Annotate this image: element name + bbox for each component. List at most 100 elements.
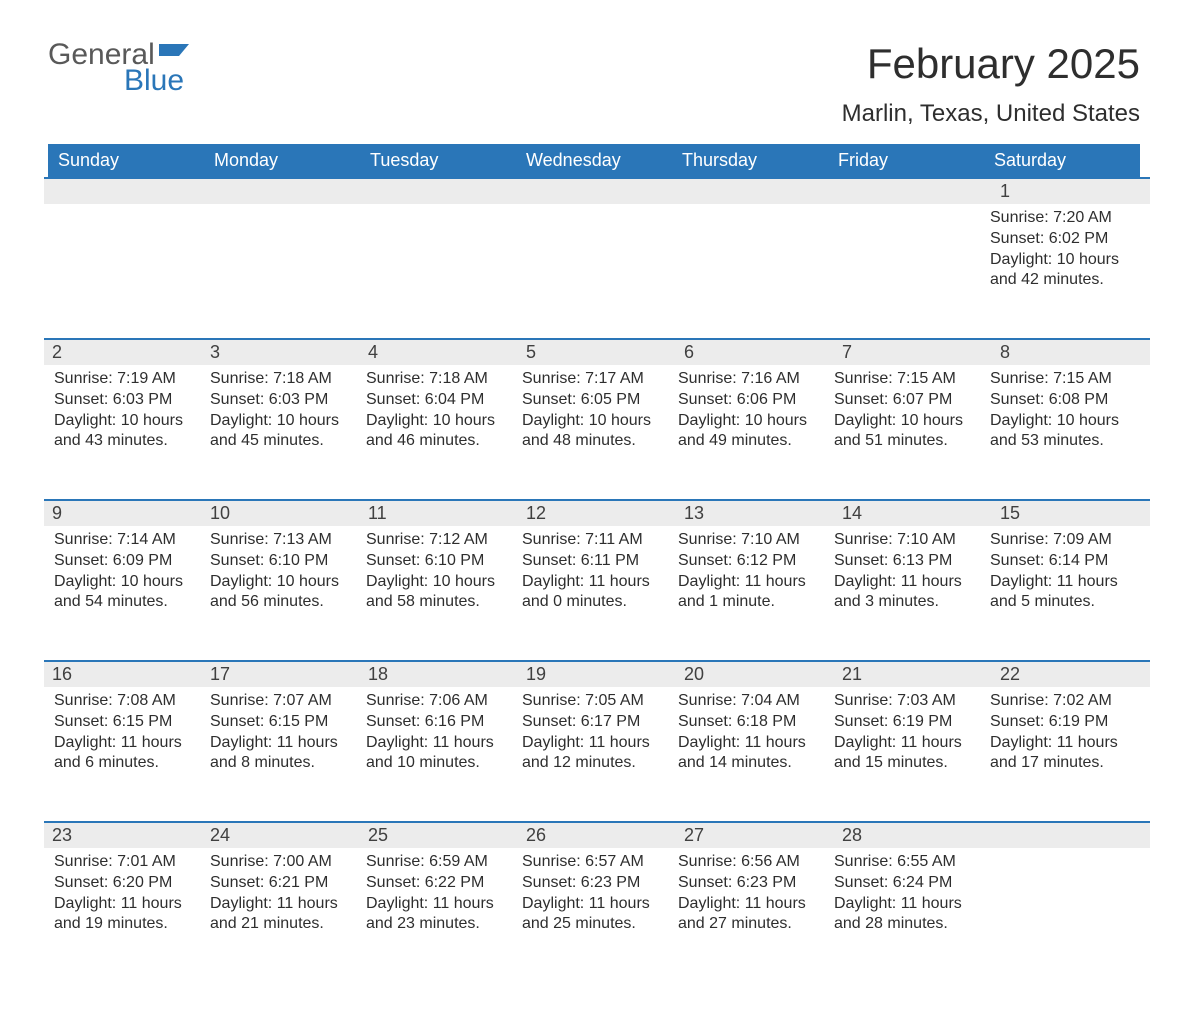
day-number: 1 — [992, 179, 1150, 204]
daynum-row: 16171819202122 — [44, 660, 1150, 687]
sunrise-text: Sunrise: 7:20 AM — [988, 208, 1130, 229]
day-cell: Sunrise: 6:57 AMSunset: 6:23 PMDaylight:… — [516, 852, 672, 982]
day-number — [676, 179, 834, 204]
sunrise-text: Sunrise: 7:09 AM — [988, 530, 1130, 551]
week-row: Sunrise: 7:19 AMSunset: 6:03 PMDaylight:… — [48, 369, 1140, 499]
sunset-text: Sunset: 6:19 PM — [988, 712, 1130, 733]
sunrise-text: Sunrise: 6:59 AM — [364, 852, 506, 873]
day-number: 27 — [676, 823, 834, 848]
day-number: 10 — [202, 501, 360, 526]
day-number: 8 — [992, 340, 1150, 365]
sunset-text: Sunset: 6:24 PM — [832, 873, 974, 894]
daylight-text: Daylight: 11 hours and 14 minutes. — [676, 733, 818, 775]
day-number — [360, 179, 518, 204]
sunrise-text: Sunrise: 7:02 AM — [988, 691, 1130, 712]
daylight-text: Daylight: 11 hours and 25 minutes. — [520, 894, 662, 936]
logo: General Blue — [48, 40, 193, 96]
sunset-text: Sunset: 6:20 PM — [52, 873, 194, 894]
weekday-label: Wednesday — [516, 144, 672, 177]
day-number: 21 — [834, 662, 992, 687]
day-number: 2 — [44, 340, 202, 365]
daynum-row: 2345678 — [44, 338, 1150, 365]
day-number: 19 — [518, 662, 676, 687]
daylight-text: Daylight: 11 hours and 28 minutes. — [832, 894, 974, 936]
daylight-text: Daylight: 11 hours and 1 minute. — [676, 572, 818, 614]
sunset-text: Sunset: 6:23 PM — [676, 873, 818, 894]
day-number: 5 — [518, 340, 676, 365]
day-cell — [672, 208, 828, 338]
sunrise-text: Sunrise: 7:10 AM — [676, 530, 818, 551]
header: General Blue February 2025 — [48, 40, 1140, 96]
daylight-text: Daylight: 10 hours and 48 minutes. — [520, 411, 662, 453]
daylight-text: Daylight: 10 hours and 42 minutes. — [988, 250, 1130, 292]
day-cell — [984, 852, 1140, 982]
sunset-text: Sunset: 6:22 PM — [364, 873, 506, 894]
day-number: 7 — [834, 340, 992, 365]
sunset-text: Sunset: 6:23 PM — [520, 873, 662, 894]
daynum-row: 1 — [44, 177, 1150, 204]
daylight-text: Daylight: 11 hours and 8 minutes. — [208, 733, 350, 775]
day-cell: Sunrise: 7:03 AMSunset: 6:19 PMDaylight:… — [828, 691, 984, 821]
day-number — [518, 179, 676, 204]
sunset-text: Sunset: 6:08 PM — [988, 390, 1130, 411]
day-number: 23 — [44, 823, 202, 848]
sunset-text: Sunset: 6:05 PM — [520, 390, 662, 411]
weekday-label: Friday — [828, 144, 984, 177]
day-cell — [204, 208, 360, 338]
sunrise-text: Sunrise: 7:16 AM — [676, 369, 818, 390]
day-cell: Sunrise: 7:15 AMSunset: 6:07 PMDaylight:… — [828, 369, 984, 499]
sunset-text: Sunset: 6:18 PM — [676, 712, 818, 733]
daylight-text: Daylight: 11 hours and 0 minutes. — [520, 572, 662, 614]
day-cell: Sunrise: 7:17 AMSunset: 6:05 PMDaylight:… — [516, 369, 672, 499]
day-cell: Sunrise: 7:10 AMSunset: 6:13 PMDaylight:… — [828, 530, 984, 660]
sunset-text: Sunset: 6:03 PM — [208, 390, 350, 411]
sunrise-text: Sunrise: 7:13 AM — [208, 530, 350, 551]
day-cell: Sunrise: 7:01 AMSunset: 6:20 PMDaylight:… — [48, 852, 204, 982]
day-number: 12 — [518, 501, 676, 526]
day-cell: Sunrise: 7:14 AMSunset: 6:09 PMDaylight:… — [48, 530, 204, 660]
day-number — [202, 179, 360, 204]
daylight-text: Daylight: 11 hours and 15 minutes. — [832, 733, 974, 775]
day-cell: Sunrise: 7:12 AMSunset: 6:10 PMDaylight:… — [360, 530, 516, 660]
daylight-text: Daylight: 11 hours and 5 minutes. — [988, 572, 1130, 614]
day-number: 11 — [360, 501, 518, 526]
day-cell: Sunrise: 7:13 AMSunset: 6:10 PMDaylight:… — [204, 530, 360, 660]
sunrise-text: Sunrise: 6:57 AM — [520, 852, 662, 873]
sunrise-text: Sunrise: 7:18 AM — [364, 369, 506, 390]
day-cell: Sunrise: 7:16 AMSunset: 6:06 PMDaylight:… — [672, 369, 828, 499]
week-row: Sunrise: 7:08 AMSunset: 6:15 PMDaylight:… — [48, 691, 1140, 821]
sunrise-text: Sunrise: 7:14 AM — [52, 530, 194, 551]
week-row: Sunrise: 7:14 AMSunset: 6:09 PMDaylight:… — [48, 530, 1140, 660]
sunset-text: Sunset: 6:15 PM — [208, 712, 350, 733]
day-cell: Sunrise: 6:55 AMSunset: 6:24 PMDaylight:… — [828, 852, 984, 982]
day-cell: Sunrise: 7:18 AMSunset: 6:03 PMDaylight:… — [204, 369, 360, 499]
day-number: 22 — [992, 662, 1150, 687]
daylight-text: Daylight: 10 hours and 58 minutes. — [364, 572, 506, 614]
sunrise-text: Sunrise: 7:05 AM — [520, 691, 662, 712]
day-cell — [360, 208, 516, 338]
daylight-text: Daylight: 11 hours and 23 minutes. — [364, 894, 506, 936]
week-row: Sunrise: 7:20 AMSunset: 6:02 PMDaylight:… — [48, 208, 1140, 338]
weekday-label: Monday — [204, 144, 360, 177]
sunrise-text: Sunrise: 7:03 AM — [832, 691, 974, 712]
day-number: 3 — [202, 340, 360, 365]
sunrise-text: Sunrise: 7:07 AM — [208, 691, 350, 712]
sunset-text: Sunset: 6:04 PM — [364, 390, 506, 411]
sunset-text: Sunset: 6:14 PM — [988, 551, 1130, 572]
daylight-text: Daylight: 10 hours and 43 minutes. — [52, 411, 194, 453]
sunset-text: Sunset: 6:15 PM — [52, 712, 194, 733]
daylight-text: Daylight: 10 hours and 45 minutes. — [208, 411, 350, 453]
day-number — [834, 179, 992, 204]
sunset-text: Sunset: 6:10 PM — [364, 551, 506, 572]
daylight-text: Daylight: 11 hours and 3 minutes. — [832, 572, 974, 614]
day-number: 18 — [360, 662, 518, 687]
logo-text-blue: Blue — [124, 66, 193, 96]
weekday-label: Sunday — [48, 144, 204, 177]
day-cell: Sunrise: 7:07 AMSunset: 6:15 PMDaylight:… — [204, 691, 360, 821]
sunset-text: Sunset: 6:11 PM — [520, 551, 662, 572]
day-cell: Sunrise: 6:56 AMSunset: 6:23 PMDaylight:… — [672, 852, 828, 982]
day-cell: Sunrise: 7:00 AMSunset: 6:21 PMDaylight:… — [204, 852, 360, 982]
daylight-text: Daylight: 11 hours and 27 minutes. — [676, 894, 818, 936]
daylight-text: Daylight: 10 hours and 56 minutes. — [208, 572, 350, 614]
day-number — [992, 823, 1150, 848]
